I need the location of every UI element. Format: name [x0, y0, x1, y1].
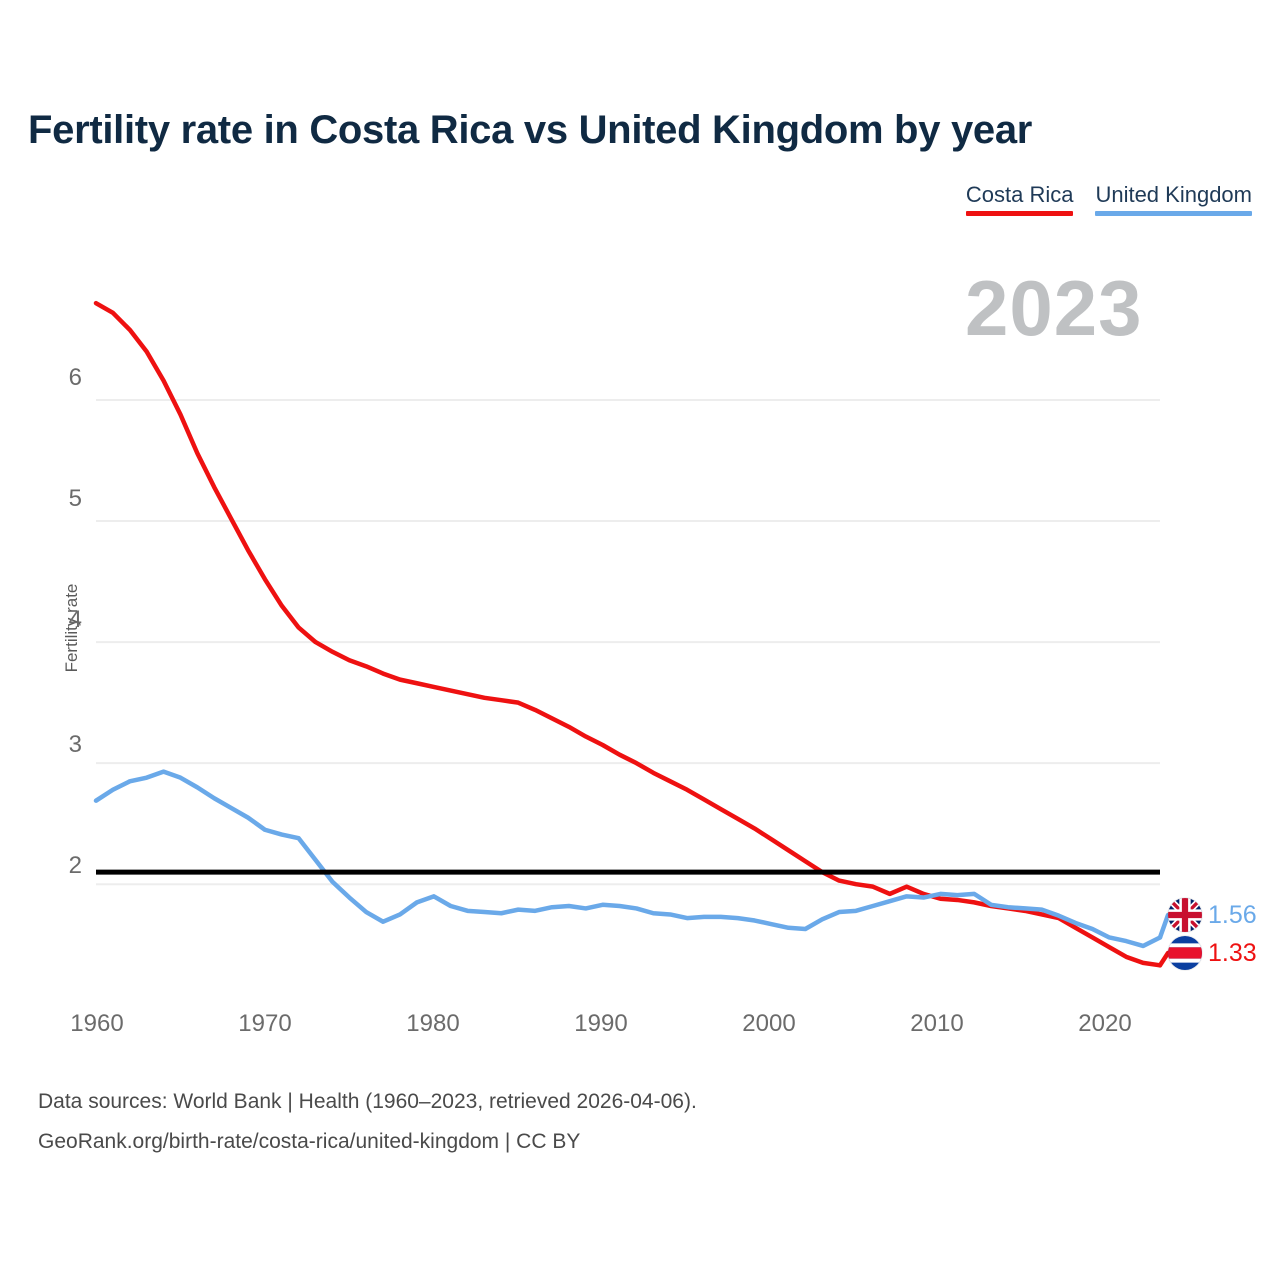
- footer-url-license: GeoRank.org/birth-rate/costa-rica/united…: [38, 1130, 581, 1153]
- leader-line-united-kingdom: [1157, 912, 1171, 940]
- x-tick-label-2020: 2020: [1078, 1010, 1132, 1037]
- year-watermark: 2023: [965, 264, 1143, 352]
- legend-item-costa-rica[interactable]: Costa Rica: [965, 182, 1074, 216]
- legend-label-united-kingdom: United Kingdom: [1095, 182, 1252, 207]
- x-tick-label-1980: 1980: [406, 1010, 460, 1037]
- series-line-costa-rica[interactable]: [93, 300, 1163, 968]
- legend-item-united-kingdom[interactable]: United Kingdom: [1095, 182, 1252, 216]
- endpoint-leader-lines: [1157, 912, 1171, 968]
- legend-swatch-united-kingdom: [1095, 211, 1252, 216]
- chart-legend: Costa Rica United Kingdom: [965, 182, 1252, 216]
- y-tick-label-5: 5: [68, 485, 82, 512]
- x-tick-label-1960: 1960: [70, 1010, 124, 1037]
- page-title: Fertility rate in Costa Rica vs United K…: [28, 108, 1033, 152]
- gridlines: [96, 399, 1160, 886]
- x-tick-label-2000: 2000: [742, 1010, 796, 1037]
- leader-line-costa-rica: [1157, 950, 1171, 968]
- x-tick-label-2010: 2010: [910, 1010, 964, 1037]
- x-tick-label-1990: 1990: [574, 1010, 628, 1037]
- endpoint-value-united-kingdom: 1.56: [1208, 900, 1257, 929]
- footer-attribution: Data sources: World Bank | Health (1960–…: [38, 1082, 697, 1162]
- y-tick-label-6: 6: [68, 364, 82, 391]
- endpoint-united-kingdom[interactable]: 1.56: [1168, 898, 1257, 932]
- footer-data-sources: Data sources: World Bank | Health (1960–…: [38, 1090, 697, 1113]
- legend-label-costa-rica: Costa Rica: [965, 182, 1074, 207]
- series-lines: [93, 300, 1163, 968]
- y-tick-label-2: 2: [68, 852, 82, 879]
- endpoint-costa-rica[interactable]: 1.33: [1168, 936, 1257, 970]
- x-tick-label-1970: 1970: [238, 1010, 292, 1037]
- costa-rica-flag-icon: [1168, 936, 1202, 970]
- y-tick-label-3: 3: [68, 731, 82, 758]
- uk-flag-icon: [1168, 898, 1202, 932]
- legend-swatch-costa-rica: [965, 211, 1074, 216]
- series-line-united-kingdom[interactable]: [93, 769, 1163, 949]
- endpoint-value-costa-rica: 1.33: [1208, 938, 1257, 967]
- y-tick-label-4: 4: [68, 606, 82, 633]
